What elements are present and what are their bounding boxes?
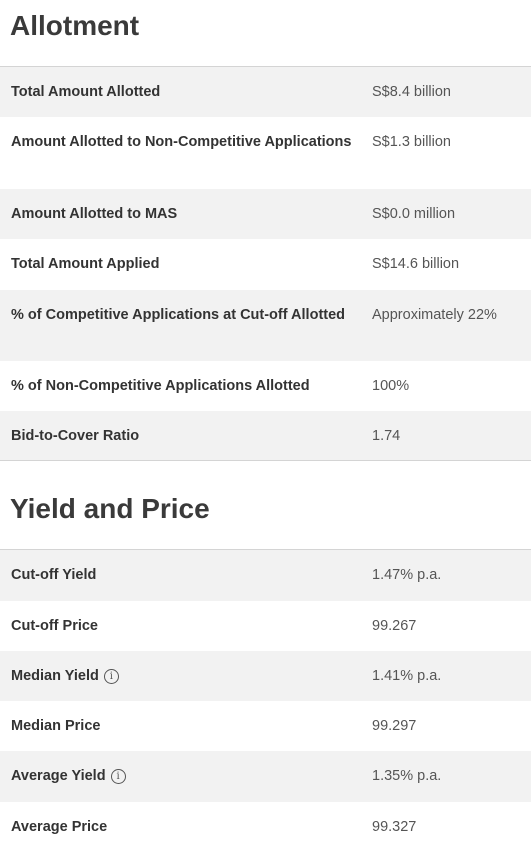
yield-price-table: Cut-off Yield 1.47% p.a. Cut-off Price 9… [0,549,531,850]
table-row: Cut-off Price 99.267 [0,600,531,651]
table-row: % of Non-Competitive Applications Allott… [0,360,531,411]
table-row: Total Amount Applied S$14.6 billion [0,238,531,290]
row-label: Median Price [11,717,101,734]
row-value: S$0.0 million [372,205,456,222]
row-value: 99.327 [372,818,417,835]
row-label-with-info: Average Yield i [0,751,372,802]
row-label: Bid-to-Cover Ratio [11,427,140,444]
row-label: % of Competitive Applications at Cut-off… [11,306,346,323]
row-label: Cut-off Yield [11,567,97,583]
table-row: Median Price 99.297 [0,700,531,751]
row-label: Amount Allotted to Non-Competitive Appli… [11,133,352,150]
row-value: 99.267 [372,617,417,634]
table-row: % of Competitive Applications at Cut-off… [0,289,531,361]
table-row: Amount Allotted to MAS S$0.0 million [0,188,531,239]
row-value: 100% [372,377,410,394]
row-value: 1.47% p.a. [372,567,442,583]
table-row: Average Price 99.327 [0,801,531,850]
row-value: 1.74 [372,427,401,444]
yield-price-title: Yield and Price [10,493,210,524]
row-label: Average Yield [11,767,106,784]
table-row: Cut-off Yield 1.47% p.a. [0,549,531,601]
row-value: S$1.3 billion [372,133,451,150]
row-value: 1.35% p.a. [372,767,442,784]
row-label-with-info: Median Yield i [0,651,372,701]
row-value: S$8.4 billion [372,84,451,100]
table-row: Total Amount Allotted S$8.4 billion [0,66,531,117]
row-label: Average Price [11,818,108,835]
row-value: S$14.6 billion [372,255,460,272]
row-label: % of Non-Competitive Applications Allott… [11,377,310,394]
row-value: 1.41% p.a. [372,667,442,684]
table-row: Amount Allotted to Non-Competitive Appli… [0,116,531,189]
allotment-table: Total Amount Allotted S$8.4 billion Amou… [0,66,531,461]
row-label: Total Amount Allotted [11,84,161,100]
table-row: Average Yield i 1.35% p.a. [0,750,531,802]
row-label: Total Amount Applied [11,255,160,272]
row-label: Amount Allotted to MAS [11,205,178,222]
row-value: 99.297 [372,717,417,734]
table-row: Median Yield i 1.41% p.a. [0,650,531,701]
table-row: Bid-to-Cover Ratio 1.74 [0,410,531,461]
row-label: Median Yield [11,667,99,684]
row-value: Approximately 22% [372,306,497,323]
info-icon[interactable]: i [103,668,119,684]
info-icon[interactable]: i [110,768,126,784]
row-label: Cut-off Price [11,617,98,634]
allotment-title: Allotment [10,10,140,41]
